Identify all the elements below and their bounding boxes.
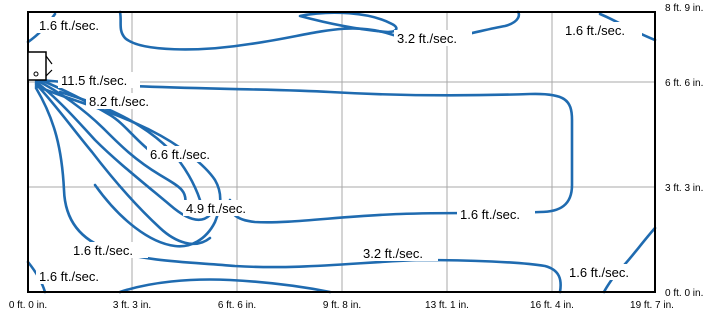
x-tick-label: 19 ft. 7 in. [630, 300, 674, 311]
contour-plume-11-5 [34, 76, 157, 157]
x-axis-ticks: 0 ft. 0 in. 3 ft. 3 in. 6 ft. 6 in. 9 ft… [9, 300, 674, 311]
contour-label: 1.6 ft./sec. [39, 269, 99, 284]
contour-label: 3.2 ft./sec. [397, 31, 457, 46]
contour-plume-8-2b [34, 80, 212, 221]
y-tick-label: 0 ft. 0 in. [665, 288, 703, 299]
contour-label: 4.9 ft./sec. [186, 201, 246, 216]
contour-label: 1.6 ft./sec. [39, 18, 99, 33]
contour-bottom-right [602, 226, 657, 294]
contour-plume-8-2a [34, 78, 187, 207]
x-tick-label: 13 ft. 1 in. [425, 300, 469, 311]
contour-lower-3-2 [34, 86, 562, 294]
contour-lines [26, 10, 657, 294]
y-axis-ticks: 8 ft. 9 in. 6 ft. 6 in. 3 ft. 3 in. 0 ft… [665, 3, 703, 299]
contour-top-loop [298, 11, 398, 34]
y-tick-label: 8 ft. 9 in. [665, 3, 703, 14]
x-tick-label: 6 ft. 6 in. [218, 300, 256, 311]
diffuser-icon [27, 51, 53, 81]
contour-label: 1.6 ft./sec. [569, 265, 629, 280]
x-tick-label: 0 ft. 0 in. [9, 300, 47, 311]
contour-label: 1.6 ft./sec. [460, 207, 520, 222]
contour-label: 1.6 ft./sec. [73, 243, 133, 258]
contour-labels: 1.6 ft./sec. 3.2 ft./sec. 1.6 ft./sec. 1… [36, 17, 648, 284]
contour-label: 11.5 ft./sec. [61, 73, 127, 88]
contour-label: 3.2 ft./sec. [363, 246, 423, 261]
contour-label: 1.6 ft./sec. [565, 23, 625, 38]
contour-label: 8.2 ft./sec. [89, 94, 149, 109]
contour-bottom-mid [118, 278, 332, 294]
x-tick-label: 3 ft. 3 in. [113, 300, 151, 311]
x-tick-label: 9 ft. 8 in. [323, 300, 361, 311]
plot-frame [27, 11, 656, 293]
x-tick-label: 16 ft. 4 in. [530, 300, 574, 311]
y-tick-label: 3 ft. 3 in. [665, 183, 703, 194]
contour-plume-6-6 [34, 82, 212, 246]
contour-plume-4-9 [34, 84, 222, 248]
contour-label: 6.6 ft./sec. [150, 147, 210, 162]
contour-upper-3-2 [118, 10, 521, 51]
contour-outer-1-6 [38, 78, 574, 224]
y-tick-label: 6 ft. 6 in. [665, 78, 703, 89]
